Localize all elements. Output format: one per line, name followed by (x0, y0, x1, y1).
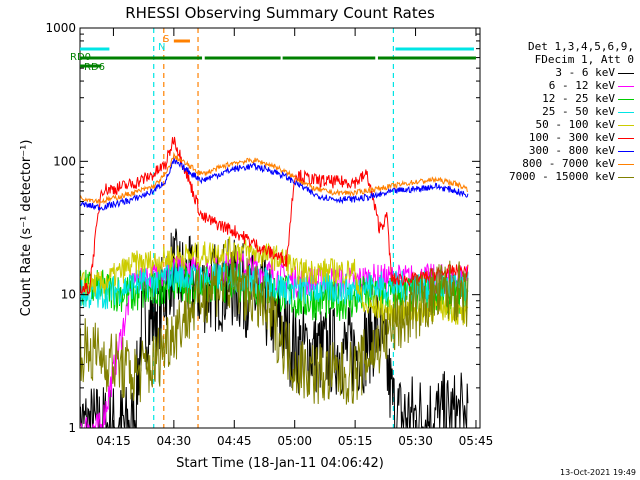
legend-item-8: 7000 - 15000 keV (464, 170, 634, 183)
legend-header-1: Det 1,3,4,5,6,9, (528, 40, 634, 53)
x-tick-label: 04:45 (217, 434, 252, 448)
y-tick-label: 1 (68, 421, 76, 435)
legend-swatch (618, 176, 634, 178)
x-tick-label: 04:30 (157, 434, 192, 448)
legend-label: 800 - 7000 keV (522, 157, 615, 170)
state-label: RD6 (84, 62, 105, 73)
legend-item-2: 12 - 25 keV (464, 92, 634, 105)
legend-label: 300 - 800 keV (528, 144, 615, 157)
legend-item-3: 25 - 50 keV (464, 105, 634, 118)
legend-label: 50 - 100 keV (535, 118, 615, 131)
legend-label: 100 - 300 keV (528, 131, 615, 144)
legend-header-2: FDecim 1, Att 0 (534, 53, 634, 66)
legend-item-0: 3 - 6 keV (464, 66, 634, 79)
x-tick-label: 05:15 (338, 434, 373, 448)
legend-swatch (618, 124, 634, 126)
state-label: S (163, 34, 169, 45)
legend-swatch (618, 72, 634, 74)
chart-title: RHESSI Observing Summary Count Rates (125, 4, 435, 22)
series-line-7 (80, 151, 469, 205)
legend-label: 25 - 50 keV (542, 105, 615, 118)
series-line-5 (80, 136, 469, 296)
legend-swatch (618, 98, 634, 100)
x-tick-label: 05:00 (277, 434, 312, 448)
state-label: RD0 (70, 52, 91, 63)
legend-label: 12 - 25 keV (542, 92, 615, 105)
x-tick-label: 05:30 (398, 434, 433, 448)
legend-item-6: 300 - 800 keV (464, 144, 634, 157)
y-tick-label: 10 (61, 288, 76, 302)
legend-label: 6 - 12 keV (548, 79, 615, 92)
x-tick-label: 04:15 (96, 434, 131, 448)
legend-swatch (618, 85, 634, 87)
legend-swatch (618, 163, 634, 165)
series-line-8 (80, 251, 469, 405)
legend-item-4: 50 - 100 keV (464, 118, 634, 131)
legend-item-7: 800 - 7000 keV (464, 157, 634, 170)
generation-timestamp: 13-Oct-2021 19:49 (560, 468, 636, 477)
series-line-6 (80, 156, 469, 211)
legend-label: 7000 - 15000 keV (509, 170, 615, 183)
legend-swatch (618, 137, 634, 139)
y-tick-label: 100 (53, 154, 76, 168)
plot-frame (79, 27, 481, 429)
legend-item-5: 100 - 300 keV (464, 131, 634, 144)
y-axis-label: Count Rate (s⁻¹ detector⁻¹) (19, 140, 34, 317)
legend-swatch (618, 150, 634, 152)
state-label: N (158, 42, 165, 53)
legend: Det 1,3,4,5,6,9, FDecim 1, Att 0 3 - 6 k… (464, 40, 634, 183)
x-tick-label: 05:45 (459, 434, 494, 448)
y-tick-label: 1000 (45, 21, 76, 35)
legend-label: 3 - 6 keV (555, 66, 615, 79)
legend-swatch (618, 111, 634, 113)
legend-item-1: 6 - 12 keV (464, 79, 634, 92)
x-axis-label: Start Time (18-Jan-11 04:06:42) (176, 456, 384, 471)
